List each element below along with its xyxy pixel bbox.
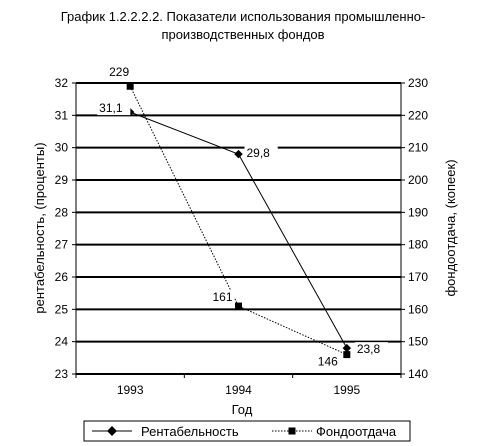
data-label-rentabelnost: 23,8 <box>357 342 381 356</box>
x-tick-label: 1994 <box>225 383 252 397</box>
y-right-tick-label: 150 <box>408 335 428 349</box>
chart-title-line2: производственных фондов <box>161 27 325 42</box>
data-label-bg <box>208 290 235 305</box>
x-tick-label: 1995 <box>333 383 360 397</box>
x-tick-label: 1993 <box>117 383 144 397</box>
y-right-tick-label: 200 <box>408 173 428 187</box>
point-fondootdacha <box>126 82 134 90</box>
y-left-tick-label: 27 <box>55 238 69 252</box>
y-left-tick-label: 28 <box>55 205 69 219</box>
data-labels: 31,1 29,8 23,8 229 161 146 <box>97 65 389 369</box>
legend-marker-fondootdacha <box>288 427 296 435</box>
legend-label-rentabelnost: Рентабельность <box>141 424 239 439</box>
x-axis-label: Год <box>232 402 253 417</box>
data-label-rentabelnost: 31,1 <box>99 101 123 115</box>
y-axis-right-label: фондоотдача, (копеек) <box>443 159 458 296</box>
y-axis-left-label: рентабельность, (проценты) <box>32 142 47 313</box>
data-label-fondootdacha: 146 <box>318 355 338 369</box>
y-right-tick-label: 190 <box>408 205 428 219</box>
axes: 23 24 25 26 27 28 29 30 31 32 140 150 160 170 180 190 20… <box>55 76 429 397</box>
chart-title-line1: График 1.2.2.2.2. Показатели использован… <box>60 9 426 24</box>
point-fondootdacha <box>235 302 242 310</box>
series-layer <box>125 82 352 359</box>
data-label-bg <box>354 342 389 357</box>
data-label-rentabelnost: 29,8 <box>247 146 271 160</box>
y-right-tick-label: 180 <box>408 238 428 252</box>
y-left-tick-label: 32 <box>55 76 69 90</box>
legend-box <box>83 420 411 442</box>
y-left-tick-label: 23 <box>55 367 69 381</box>
data-label-bg <box>313 354 340 369</box>
y-right-tick-label: 160 <box>408 302 428 316</box>
y-left-tick-label: 24 <box>55 335 69 349</box>
legend-label-fondootdacha: Фондоотдача <box>316 424 397 439</box>
y-left-tick-label: 29 <box>55 173 69 187</box>
data-label-bg <box>105 65 132 80</box>
data-label-bg <box>244 146 278 161</box>
y-right-tick-label: 230 <box>408 76 428 90</box>
y-right-tick-label: 210 <box>408 141 428 155</box>
legend: Рентабельность Фондоотдача <box>83 420 411 442</box>
y-right-tick-label: 140 <box>408 367 428 381</box>
y-right-tick-label: 170 <box>408 270 428 284</box>
point-fondootdacha <box>343 351 351 359</box>
point-rentabelnost <box>234 149 243 159</box>
y-left-tick-label: 30 <box>55 141 69 155</box>
data-label-fondootdacha: 161 <box>212 290 232 304</box>
series-line-fondootdacha <box>129 86 348 356</box>
y-left-tick-label: 26 <box>55 270 69 284</box>
chart-title: График 1.2.2.2.2. Показатели использован… <box>0 8 486 44</box>
grid-lines <box>76 82 401 375</box>
y-left-tick-label: 25 <box>55 302 69 316</box>
y-left-tick-label: 31 <box>55 108 69 122</box>
y-right-tick-label: 220 <box>408 108 428 122</box>
data-label-bg <box>97 101 131 116</box>
data-label-fondootdacha: 229 <box>109 65 129 79</box>
point-rentabelnost <box>342 343 352 353</box>
